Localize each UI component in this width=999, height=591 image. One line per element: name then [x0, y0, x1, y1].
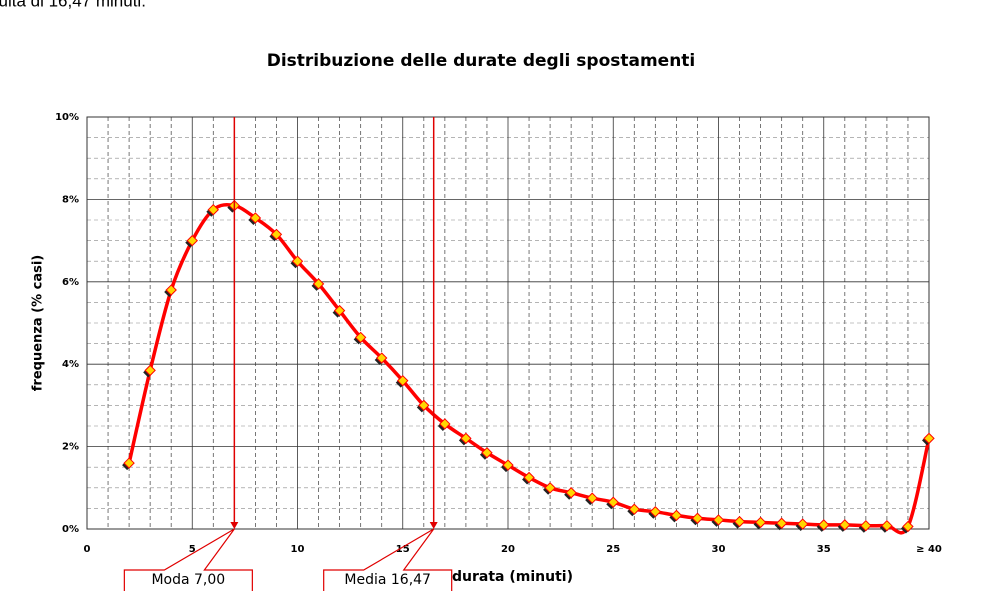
marker [354, 331, 367, 344]
marker [312, 278, 325, 290]
marker [670, 509, 683, 522]
marker [796, 518, 809, 530]
marker [586, 492, 598, 504]
marker [418, 399, 430, 412]
marker [333, 304, 346, 317]
marker [712, 514, 725, 526]
marker [165, 284, 177, 296]
x-tick-label: 35 [817, 544, 831, 555]
x-tick-label: 30 [712, 544, 726, 555]
y-axis-label: frequenza (% casi) [31, 255, 46, 392]
annotation-arrow [230, 522, 239, 529]
marker [397, 374, 409, 387]
marker [523, 471, 535, 484]
x-tick-label: 25 [606, 544, 620, 555]
callout-label: Media 16,47 [344, 572, 431, 588]
x-tick-label: 0 [84, 544, 91, 555]
x-tick-label: 10 [291, 544, 305, 555]
marker [839, 519, 851, 531]
x-tick-label: 5 [189, 544, 196, 555]
x-tick-label: ≥ 40 [916, 544, 942, 555]
plot-border [86, 116, 930, 530]
y-tick-label: 0% [62, 524, 79, 535]
x-tick-label: 15 [396, 544, 410, 555]
marker [775, 517, 788, 529]
intro-text: sulta di 16,47 minuti. [0, 0, 146, 10]
marker [249, 212, 262, 224]
marker [628, 503, 641, 515]
marker [733, 515, 746, 528]
marker [375, 352, 388, 364]
marker [123, 457, 135, 469]
marker [607, 496, 619, 508]
marker [649, 505, 662, 518]
marker [144, 364, 156, 377]
y-tick-label: 10% [55, 112, 79, 123]
marker [270, 228, 283, 241]
y-tick-label: 8% [62, 194, 79, 205]
marker [818, 519, 830, 531]
marker [860, 519, 872, 532]
annotation-arrow [429, 522, 438, 529]
marker [923, 432, 935, 445]
marker [691, 512, 704, 524]
marker [481, 447, 493, 459]
x-tick-label: 20 [501, 544, 515, 555]
marker [207, 203, 220, 216]
marker [565, 487, 577, 499]
callout-box [323, 528, 453, 591]
y-tick-label: 6% [62, 277, 79, 288]
marker [291, 255, 304, 267]
marker [460, 432, 472, 445]
marker [502, 459, 514, 471]
marker [754, 516, 767, 529]
y-tick-label: 4% [62, 359, 79, 370]
marker [439, 418, 451, 430]
marker [186, 234, 198, 247]
marker [544, 482, 556, 494]
callout-box [123, 528, 253, 591]
chart-title: Distribuzione delle durate degli spostam… [267, 51, 696, 71]
x-axis-label: durata (minuti) [452, 569, 573, 585]
y-tick-label: 2% [62, 442, 79, 453]
marker [881, 519, 893, 532]
callout-label: Moda 7,00 [151, 572, 225, 588]
marker [902, 520, 914, 533]
